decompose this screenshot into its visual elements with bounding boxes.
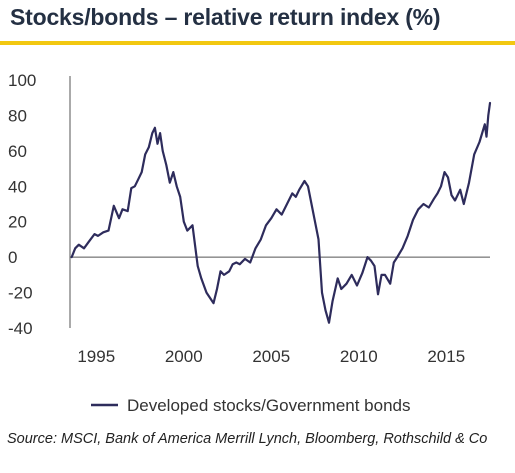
- y-tick-label: 60: [8, 142, 27, 161]
- legend: Developed stocks/Government bonds: [91, 396, 411, 415]
- x-tick-label: 2000: [165, 347, 203, 366]
- x-tick-label: 2005: [252, 347, 290, 366]
- chart-title: Stocks/bonds – relative return index (%): [10, 4, 441, 30]
- y-tick-label: -40: [8, 319, 33, 338]
- legend-label: Developed stocks/Government bonds: [127, 396, 411, 415]
- series-line: [70, 101, 492, 324]
- x-tick-label: 2010: [340, 347, 378, 366]
- y-tick-label: 0: [8, 248, 17, 267]
- y-tick-label: 20: [8, 213, 27, 232]
- y-tick-label: -20: [8, 284, 33, 303]
- title-underline: [0, 41, 515, 45]
- x-tick-label: 1995: [77, 347, 115, 366]
- source-note: Source: MSCI, Bank of America Merrill Ly…: [7, 431, 488, 447]
- y-tick-label: 100: [8, 71, 36, 90]
- y-tick-label: 40: [8, 177, 27, 196]
- y-tick-label: 80: [8, 106, 27, 125]
- x-tick-label: 2015: [427, 347, 465, 366]
- series-layer: [70, 101, 492, 324]
- axes: -40 -20 0 20 40 60 80 100 1995 2000 2005 2010 2015: [8, 71, 490, 366]
